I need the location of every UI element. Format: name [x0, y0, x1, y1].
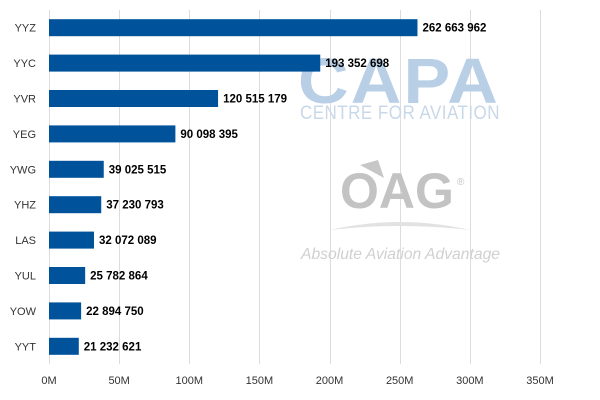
x-tick-label: 100M: [176, 375, 204, 387]
bar-yeg: [49, 125, 176, 143]
bar-las: [49, 231, 94, 249]
category-label-yyc: YYC: [13, 58, 36, 70]
oag-logo: OAG: [340, 163, 454, 219]
capa-subtitle: CENTRE FOR AVIATION: [300, 103, 500, 124]
x-tick-label: 200M: [316, 375, 344, 387]
x-tick-label: 0M: [41, 375, 56, 387]
watermark-logos: CAPA CENTRE FOR AVIATION OAG ® Absolute …: [298, 45, 500, 263]
bar-yyc: [49, 54, 321, 72]
oag-divider: [330, 222, 470, 230]
data-label-yyc: 193 352 698: [325, 58, 390, 70]
x-tick-label: 350M: [526, 375, 554, 387]
bar-ywg: [49, 160, 104, 178]
data-labels: 262 663 962 193 352 698 120 515 179 90 098 …: [84, 23, 487, 354]
bar-yyz: [49, 19, 418, 37]
data-label-yhz: 37 230 793: [106, 200, 164, 212]
category-label-yeg: YEG: [13, 129, 36, 141]
bar-yhz: [49, 196, 102, 214]
category-label-yow: YOW: [10, 306, 37, 318]
category-label-ywg: YWG: [10, 164, 36, 176]
oag-registered-mark: ®: [457, 177, 465, 188]
x-axis-tick-labels: 0M 50M 100M 150M 200M 250M 300M 350M: [41, 375, 553, 387]
x-tick-label: 300M: [456, 375, 484, 387]
data-label-yyt: 21 232 621: [84, 341, 142, 353]
category-label-yvr: YVR: [13, 94, 36, 106]
oag-swoosh-icon: [360, 160, 384, 178]
bar-yvr: [49, 90, 219, 107]
x-tick-label: 50M: [108, 375, 129, 387]
category-label-yyz: YYZ: [15, 23, 37, 35]
data-label-yyz: 262 663 962: [422, 23, 486, 35]
capa-logo: CAPA: [298, 45, 500, 117]
bar-yow: [49, 302, 82, 320]
x-tick-label: 250M: [386, 375, 414, 387]
bar-yul: [49, 267, 86, 284]
category-label-yul: YUL: [15, 271, 36, 283]
category-labels: YYZ YYC YVR YEG YWG YHZ LAS YUL YOW YYT: [10, 23, 37, 354]
data-label-yeg: 90 098 395: [180, 129, 238, 141]
data-label-yow: 22 894 750: [86, 306, 144, 318]
oag-tagline: Absolute Aviation Advantage: [300, 246, 500, 263]
data-label-ywg: 39 025 515: [109, 164, 167, 176]
category-label-las: LAS: [15, 235, 36, 247]
data-label-yul: 25 782 864: [90, 271, 148, 283]
category-label-yyt: YYT: [15, 341, 37, 353]
bar-yyt: [49, 337, 79, 355]
category-label-yhz: YHZ: [14, 200, 36, 212]
data-label-las: 32 072 089: [99, 235, 157, 247]
x-tick-label: 150M: [246, 375, 274, 387]
data-label-yvr: 120 515 179: [223, 94, 287, 106]
bars: [49, 19, 418, 355]
